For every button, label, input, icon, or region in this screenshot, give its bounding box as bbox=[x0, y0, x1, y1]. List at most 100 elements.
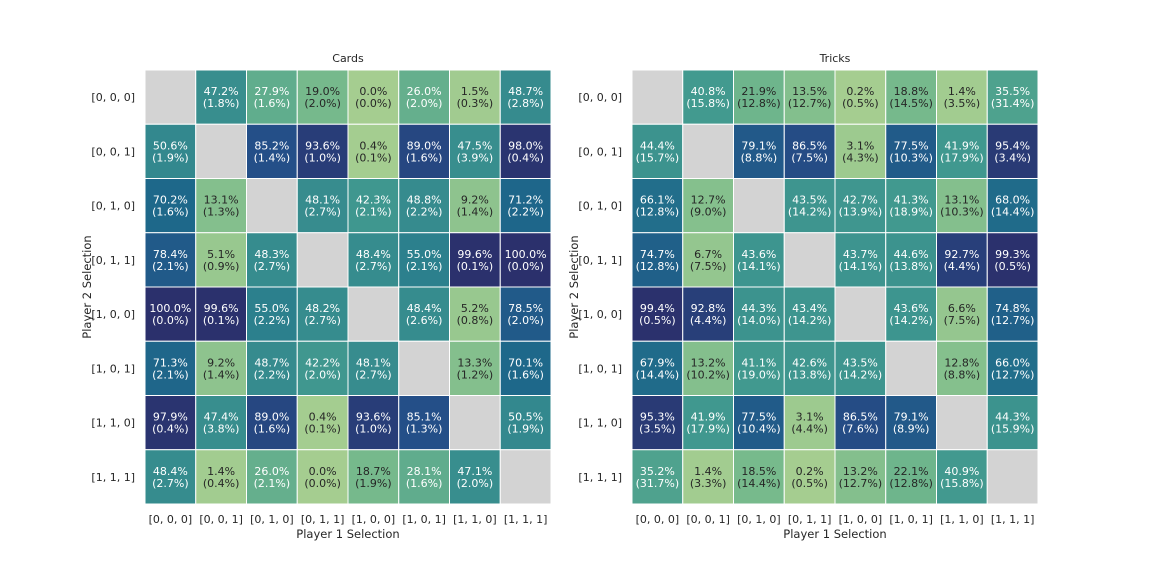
cell-error-label: (2.2%) bbox=[254, 314, 291, 327]
y-axis-label: Player 2 Selection bbox=[567, 235, 581, 338]
cell-error-label: (0.0%) bbox=[152, 314, 189, 327]
cell-error-label: (14.2%) bbox=[839, 368, 883, 381]
cell-error-label: (1.4%) bbox=[457, 206, 494, 219]
cell-error-label: (2.7%) bbox=[254, 260, 291, 273]
cell-error-label: (0.3%) bbox=[457, 97, 494, 110]
cell-error-label: (7.6%) bbox=[842, 423, 879, 436]
heatmap-cell-empty bbox=[500, 450, 551, 504]
x-tick-label: [0, 0, 0] bbox=[149, 513, 193, 526]
cell-error-label: (15.7%) bbox=[636, 151, 680, 164]
cell-error-label: (8.9%) bbox=[893, 423, 930, 436]
cell-error-label: (17.9%) bbox=[686, 423, 730, 436]
cell-error-label: (3.9%) bbox=[457, 151, 494, 164]
y-axis-label: Player 2 Selection bbox=[80, 235, 94, 338]
y-tick-label: [1, 0, 0] bbox=[578, 308, 622, 321]
cell-error-label: (3.5%) bbox=[639, 423, 676, 436]
heatmap-panel-cards: Cards47.2%(1.8%)27.9%(1.6%)19.0%(2.0%)0.… bbox=[80, 52, 551, 541]
x-tick-label: [1, 0, 1] bbox=[889, 513, 933, 526]
heatmap-cell-empty bbox=[987, 450, 1038, 504]
cell-error-label: (1.9%) bbox=[152, 151, 189, 164]
cell-error-label: (3.8%) bbox=[203, 423, 240, 436]
x-tick-label: [0, 0, 1] bbox=[199, 513, 243, 526]
cell-error-label: (14.2%) bbox=[889, 314, 933, 327]
cell-error-label: (7.5%) bbox=[791, 151, 828, 164]
cell-error-label: (2.8%) bbox=[507, 97, 544, 110]
cell-error-label: (13.9%) bbox=[839, 206, 883, 219]
x-axis-label: Player 1 Selection bbox=[783, 527, 886, 541]
cell-error-label: (13.8%) bbox=[788, 368, 832, 381]
x-tick-label: [1, 1, 1] bbox=[991, 513, 1035, 526]
cell-error-label: (10.2%) bbox=[686, 368, 730, 381]
y-tick-label: [1, 1, 0] bbox=[91, 417, 135, 430]
cell-error-label: (0.4%) bbox=[507, 151, 544, 164]
cell-error-label: (4.3%) bbox=[842, 151, 879, 164]
cell-error-label: (2.0%) bbox=[406, 97, 443, 110]
x-axis-label: Player 1 Selection bbox=[296, 527, 399, 541]
heatmap-cell-empty bbox=[196, 124, 247, 178]
cell-error-label: (31.4%) bbox=[991, 97, 1035, 110]
x-tick-label: [1, 0, 0] bbox=[839, 513, 883, 526]
cell-error-label: (12.8%) bbox=[737, 97, 781, 110]
cell-error-label: (2.0%) bbox=[457, 477, 494, 490]
cell-error-label: (19.0%) bbox=[737, 368, 781, 381]
cell-error-label: (0.1%) bbox=[457, 260, 494, 273]
y-tick-label: [0, 1, 1] bbox=[91, 254, 135, 267]
cell-error-label: (3.5%) bbox=[944, 97, 981, 110]
cell-error-label: (2.2%) bbox=[254, 368, 291, 381]
cell-error-label: (1.4%) bbox=[203, 368, 240, 381]
heatmap-cell-empty bbox=[683, 124, 734, 178]
cell-error-label: (12.7%) bbox=[788, 97, 832, 110]
cell-error-label: (3.3%) bbox=[690, 477, 727, 490]
cell-error-label: (1.3%) bbox=[406, 423, 443, 436]
x-tick-label: [1, 1, 0] bbox=[453, 513, 497, 526]
cell-error-label: (2.7%) bbox=[304, 314, 341, 327]
cell-error-label: (0.1%) bbox=[355, 151, 392, 164]
cell-error-label: (0.0%) bbox=[304, 477, 341, 490]
cell-error-label: (1.9%) bbox=[355, 477, 392, 490]
cell-error-label: (3.4%) bbox=[994, 151, 1031, 164]
cell-error-label: (12.8%) bbox=[889, 477, 933, 490]
cell-error-label: (1.6%) bbox=[406, 151, 443, 164]
y-tick-label: [0, 0, 0] bbox=[578, 91, 622, 104]
cell-error-label: (2.0%) bbox=[304, 368, 341, 381]
cell-error-label: (14.2%) bbox=[788, 314, 832, 327]
cell-error-label: (14.1%) bbox=[737, 260, 781, 273]
chart-title: Tricks bbox=[819, 52, 851, 65]
cell-error-label: (7.5%) bbox=[944, 314, 981, 327]
cell-error-label: (18.9%) bbox=[889, 206, 933, 219]
cell-error-label: (17.9%) bbox=[940, 151, 984, 164]
cell-error-label: (4.4%) bbox=[944, 260, 981, 273]
cell-error-label: (12.8%) bbox=[636, 260, 680, 273]
y-tick-label: [1, 1, 0] bbox=[578, 417, 622, 430]
heatmap-cell-empty bbox=[450, 396, 501, 450]
cell-error-label: (10.4%) bbox=[737, 423, 781, 436]
cell-error-label: (14.4%) bbox=[737, 477, 781, 490]
cell-error-label: (31.7%) bbox=[636, 477, 680, 490]
cell-error-label: (0.1%) bbox=[203, 314, 240, 327]
cell-error-label: (0.5%) bbox=[994, 260, 1031, 273]
y-tick-label: [1, 1, 1] bbox=[91, 471, 135, 484]
cell-error-label: (1.6%) bbox=[254, 423, 291, 436]
cell-error-label: (2.6%) bbox=[406, 314, 443, 327]
x-tick-label: [1, 1, 1] bbox=[504, 513, 548, 526]
x-tick-label: [0, 0, 0] bbox=[636, 513, 680, 526]
cell-error-label: (1.9%) bbox=[507, 423, 544, 436]
heatmap-cell-empty bbox=[835, 287, 886, 341]
cell-error-label: (14.1%) bbox=[839, 260, 883, 273]
x-tick-label: [0, 1, 0] bbox=[737, 513, 781, 526]
heatmap-cell-empty bbox=[937, 396, 988, 450]
cell-error-label: (14.4%) bbox=[991, 206, 1035, 219]
cell-error-label: (1.6%) bbox=[406, 477, 443, 490]
cell-error-label: (12.7%) bbox=[991, 368, 1035, 381]
cell-error-label: (14.4%) bbox=[636, 368, 680, 381]
cell-error-label: (0.9%) bbox=[203, 260, 240, 273]
y-tick-label: [0, 0, 0] bbox=[91, 91, 135, 104]
y-tick-label: [0, 1, 0] bbox=[91, 200, 135, 213]
cell-error-label: (8.8%) bbox=[741, 151, 778, 164]
cell-error-label: (1.0%) bbox=[355, 423, 392, 436]
cell-error-label: (2.1%) bbox=[152, 368, 189, 381]
y-tick-label: [0, 0, 1] bbox=[91, 145, 135, 158]
cell-error-label: (14.5%) bbox=[889, 97, 933, 110]
heatmap-cell-empty bbox=[886, 341, 937, 395]
